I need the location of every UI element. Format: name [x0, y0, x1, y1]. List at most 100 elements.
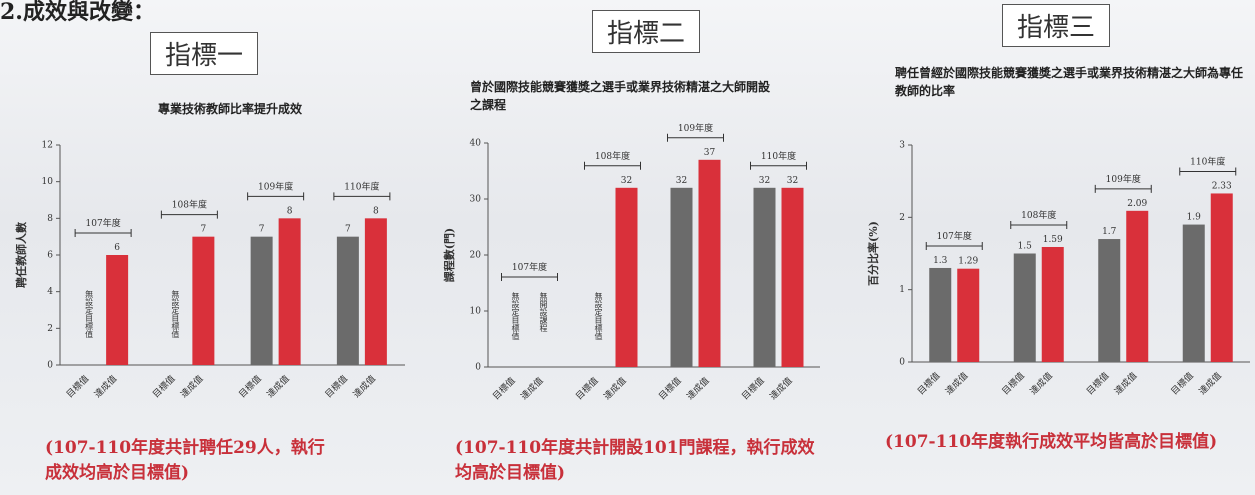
- y-axis-label: 聘任教師人數: [14, 222, 28, 288]
- y-tick-label: 6: [47, 251, 53, 261]
- x-tick-label: 目標值: [573, 375, 601, 403]
- bar: [1210, 193, 1233, 362]
- data-label: 1.5: [1018, 242, 1033, 252]
- x-tick-label: 目標值: [490, 375, 518, 403]
- annotation: 無設定目標值: [594, 291, 603, 341]
- bar: [615, 187, 638, 367]
- y-tick-label: 1: [899, 285, 905, 295]
- bar: [753, 187, 776, 367]
- category-label: 107年度: [512, 261, 547, 273]
- category-label: 110年度: [761, 150, 796, 162]
- data-label: 32: [787, 176, 798, 186]
- bar: [106, 255, 129, 365]
- bracket: [501, 273, 558, 281]
- x-tick-label: 目標值: [1168, 370, 1196, 398]
- bar: [670, 187, 693, 367]
- category-label: 108年度: [172, 199, 207, 211]
- x-tick-label: 目標值: [739, 375, 767, 403]
- data-label: 1.59: [1043, 235, 1063, 245]
- x-tick-label: 達成值: [350, 373, 378, 401]
- bar: [957, 268, 980, 362]
- data-label: 7: [345, 225, 351, 235]
- indicator: 指標二: [592, 10, 701, 53]
- y-tick-label: 4: [47, 287, 53, 297]
- heading: 2.成效與改變：: [0, 0, 155, 25]
- category-label: 107年度: [86, 217, 121, 229]
- category-label: 110年度: [344, 180, 379, 192]
- y-tick-label: 10: [42, 177, 54, 187]
- category-label: 108年度: [1021, 209, 1056, 221]
- category-label: 109年度: [258, 180, 293, 192]
- x-tick-label: 目標值: [150, 373, 178, 401]
- bar: [1013, 253, 1036, 362]
- bracket: [333, 192, 391, 201]
- data-label: 1.3: [933, 256, 948, 266]
- data-label: 1.29: [958, 257, 978, 267]
- data-label: 37: [704, 148, 716, 158]
- x-tick-label: 達成值: [178, 373, 206, 401]
- x-tick-label: 達成值: [601, 375, 629, 403]
- indicator: 指標三: [1002, 4, 1111, 47]
- x-tick-label: 目標值: [999, 370, 1027, 398]
- x-tick-label: 目標值: [1084, 370, 1112, 398]
- x-tick-label: 目標值: [656, 375, 684, 403]
- data-label: 32: [759, 176, 770, 186]
- bracket: [1094, 184, 1152, 193]
- bar: [929, 267, 952, 362]
- bar: [698, 159, 721, 367]
- bar: [1098, 239, 1121, 362]
- bar: [336, 236, 359, 365]
- y-tick-label: 8: [47, 214, 53, 224]
- y-tick-label: 20: [470, 251, 482, 261]
- data-label: 2.09: [1127, 199, 1147, 209]
- annotation: 無設定目標值: [85, 289, 94, 339]
- chart-title: 聘任曾經於國際技能競賽獲獎之選手或業界技術精湛之大師為專任教師的比率: [895, 66, 1244, 98]
- bracket: [1179, 167, 1237, 176]
- x-tick-label: 達成值: [92, 373, 120, 401]
- annotation: 無設定目標值: [171, 289, 180, 339]
- summary: (107-110年度執行成效平均皆高於目標值): [885, 432, 1218, 452]
- category-label: 107年度: [937, 230, 972, 242]
- bracket: [247, 192, 305, 201]
- bar: [781, 187, 804, 367]
- x-tick-label: 目標值: [236, 373, 264, 401]
- x-tick-label: 達成值: [943, 370, 971, 398]
- annotation: 無開設課程: [539, 291, 548, 333]
- indicator: 指標一: [150, 32, 259, 75]
- data-label: 7: [201, 225, 207, 235]
- y-tick-label: 2: [47, 324, 53, 334]
- x-tick-label: 目標值: [915, 370, 943, 398]
- data-label: 8: [287, 206, 293, 216]
- y-tick-label: 10: [470, 307, 482, 317]
- bar: [364, 218, 387, 365]
- y-axis-label: 百分比率(%): [866, 221, 880, 286]
- category-label: 109年度: [1106, 173, 1141, 185]
- y-tick-label: 12: [42, 141, 53, 151]
- y-tick-label: 0: [899, 358, 905, 368]
- y-tick-label: 0: [47, 361, 53, 371]
- bar: [192, 236, 215, 365]
- data-label: 32: [676, 176, 687, 186]
- y-tick-label: 40: [470, 139, 482, 149]
- x-tick-label: 達成值: [1196, 370, 1224, 398]
- bracket: [667, 133, 724, 142]
- data-label: 1.9: [1187, 213, 1202, 223]
- summary: (107-110年度共計聘任29人，執行成效均高於目標值): [45, 438, 325, 483]
- data-label: 6: [114, 243, 120, 253]
- x-tick-label: 目標值: [322, 373, 350, 401]
- x-tick-label: 達成值: [684, 375, 712, 403]
- y-tick-label: 30: [470, 195, 482, 205]
- x-tick-label: 達成值: [1112, 370, 1140, 398]
- bracket: [750, 161, 807, 170]
- data-label: 8: [373, 206, 379, 216]
- bar: [1041, 246, 1064, 362]
- y-axis-label: 課程數(門): [442, 228, 456, 282]
- data-label: 7: [259, 225, 265, 235]
- x-tick-label: 達成值: [1027, 370, 1055, 398]
- bracket: [1010, 220, 1068, 229]
- x-tick-label: 達成值: [518, 375, 546, 403]
- data-label: 2.33: [1212, 181, 1232, 191]
- y-tick-label: 3: [899, 141, 905, 151]
